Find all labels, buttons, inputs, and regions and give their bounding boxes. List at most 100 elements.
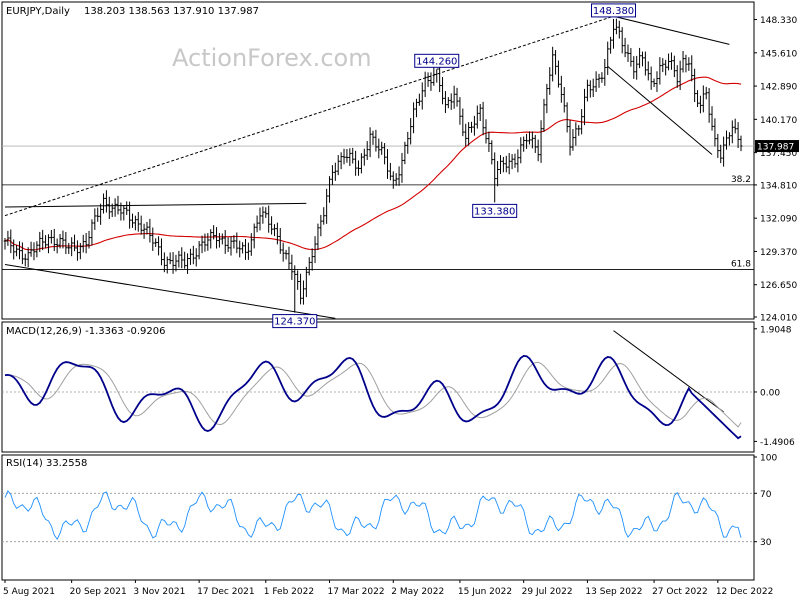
macd-ytick: 1.9048 [760, 325, 792, 335]
price-bar [293, 265, 297, 313]
price-ytick: 129.370 [760, 248, 797, 258]
macd-signal-line [4, 361, 742, 428]
rsi-ytick: 30 [760, 538, 772, 548]
price-bar [165, 256, 169, 274]
price-bar [354, 150, 358, 176]
price-bar [394, 173, 398, 186]
price-bar [701, 85, 705, 113]
price-bar [12, 239, 16, 260]
price-bars-layer [3, 18, 743, 313]
annotation-text-0: 148.380 [593, 6, 634, 17]
price-bar [733, 118, 737, 134]
price-bar [267, 205, 271, 233]
price-bar [516, 149, 520, 173]
price-bar [252, 223, 256, 249]
grid-layer: 38.2 61.8 [2, 145, 754, 543]
price-bar [339, 152, 343, 170]
price-bar [655, 71, 659, 92]
price-bar [177, 250, 181, 268]
price-bar [594, 71, 598, 92]
price-bar [562, 87, 566, 113]
macd-ytick: -1.4906 [760, 438, 795, 448]
price-bar [47, 234, 50, 254]
price-bar [478, 103, 482, 122]
xtick-label: 17 Mar 2022 [328, 587, 385, 597]
price-bar [90, 219, 94, 246]
price-bar [180, 247, 184, 269]
rsi-ytick: 70 [760, 490, 772, 500]
macd-layer [4, 354, 742, 440]
price-bar [675, 65, 679, 88]
price-bar [220, 233, 224, 245]
price-bar [215, 227, 218, 249]
price-bar [417, 93, 421, 106]
price-bar [574, 122, 578, 146]
price-bar [501, 156, 505, 173]
price-bar [687, 57, 691, 71]
price-bar [281, 242, 285, 262]
xtick-label: 27 Oct 2022 [652, 587, 708, 597]
price-bar [371, 130, 375, 145]
price-bar [377, 138, 381, 159]
price-ytick: 145.610 [760, 49, 797, 59]
price-bar [704, 86, 708, 100]
price-bar [652, 78, 656, 88]
rsi-panel [1, 454, 755, 581]
annotation-0: 148.380 [591, 3, 637, 18]
xtick-label: 29 Jul 2022 [522, 587, 573, 597]
price-bar [133, 215, 137, 231]
price-bar [194, 248, 198, 267]
annotation-text-2: 133.380 [474, 206, 515, 217]
price-bar [78, 242, 82, 260]
price-bar [380, 141, 384, 155]
price-bar [360, 153, 363, 174]
price-bar [583, 88, 586, 126]
price-bar [226, 237, 230, 253]
price-bar [38, 231, 42, 253]
price-bar [362, 148, 366, 166]
price-bar [470, 121, 473, 133]
price-bar [487, 131, 491, 153]
price-trendline-4 [607, 65, 713, 155]
price-bar [333, 162, 337, 181]
xtick-label: 15 Jun 2022 [458, 587, 512, 597]
price-bar [525, 133, 528, 149]
price-bar [191, 245, 195, 265]
price-bar [446, 97, 450, 109]
watermark: ActionForex.com [172, 44, 372, 72]
price-bar [600, 72, 604, 83]
price-bar [278, 227, 282, 254]
annotation-2: 133.380 [472, 203, 518, 218]
price-bar [52, 228, 56, 252]
annotation-box-0 [591, 3, 637, 18]
price-bar [81, 234, 85, 253]
price-bar [449, 93, 453, 110]
price-bar [667, 53, 670, 71]
price-bar [499, 155, 502, 174]
price-bar [249, 233, 253, 256]
price-bar [412, 102, 415, 134]
price-bar [49, 230, 53, 244]
price-bar [287, 246, 291, 270]
price-ytick: 126.650 [760, 281, 797, 291]
price-bar [707, 88, 711, 123]
price-bar [467, 122, 471, 146]
price-bar [87, 230, 91, 249]
price-bar [670, 52, 673, 70]
price-bar [174, 254, 178, 272]
price-bar [32, 242, 36, 261]
price-bar [18, 241, 21, 260]
price-bar [131, 213, 134, 228]
price-bar [722, 136, 726, 167]
price-bar [661, 58, 665, 73]
price-bar [302, 280, 305, 305]
price-bar [736, 122, 740, 148]
price-bar [533, 134, 537, 153]
price-bar [646, 61, 650, 81]
price-bar [391, 171, 395, 189]
price-ytick: 148.330 [760, 16, 797, 26]
price-bar [290, 254, 294, 280]
xtick-label: 12 Dec 2022 [716, 587, 774, 597]
price-bar [455, 87, 459, 107]
price-bar [41, 229, 45, 251]
